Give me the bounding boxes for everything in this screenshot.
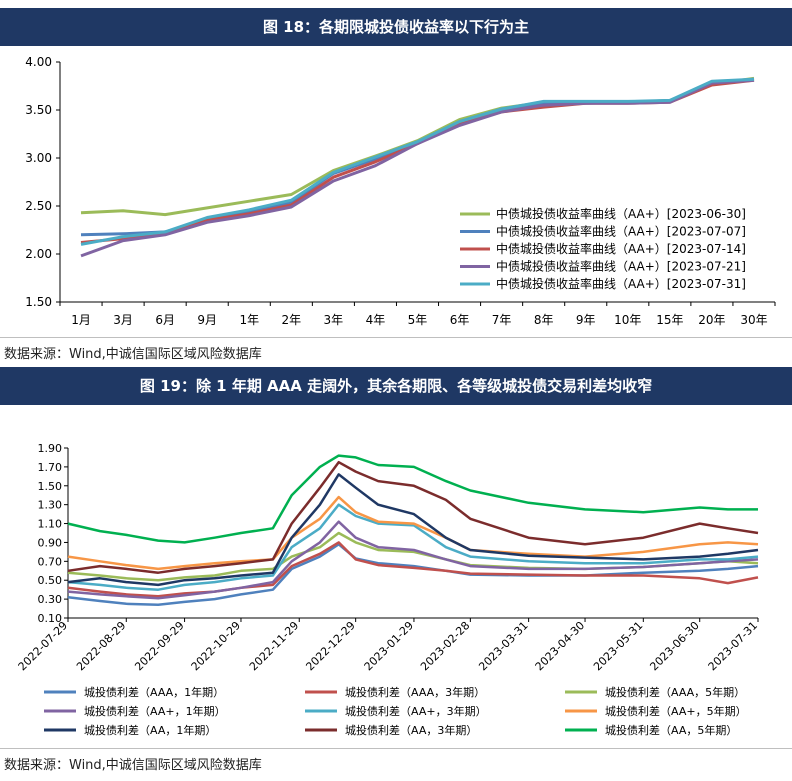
divider-top — [0, 337, 792, 338]
figure-18-title: 图 18：各期限城投债收益率以下行为主 — [0, 8, 792, 46]
x-tick-label: 2022-10-29 — [189, 619, 243, 673]
legend-label: 中债城投债收益率曲线（AA+）[2023-06-30] — [496, 206, 746, 221]
legend-label: 城投债利差（AAA，3年期） — [345, 685, 485, 699]
x-tick-label: 2022-11-29 — [247, 619, 301, 673]
y-tick-label: 2.00 — [25, 247, 52, 261]
x-tick-label: 2022-12-29 — [303, 619, 357, 673]
x-tick-label: 7年 — [492, 313, 512, 327]
x-tick-label: 1月 — [71, 313, 91, 327]
series-line — [67, 520, 759, 600]
series-line — [80, 76, 755, 217]
x-tick-label: 3年 — [324, 313, 344, 327]
x-tick-label: 2023-06-30 — [647, 619, 701, 673]
legend-label: 城投债利差（AA+，5年期） — [605, 704, 747, 718]
y-tick-label: 0.90 — [38, 536, 63, 549]
y-tick-label: 1.50 — [25, 295, 52, 309]
legend-label: 城投债利差（AA，5年期） — [605, 723, 737, 737]
legend-label: 城投债利差（AA，1年期） — [84, 723, 216, 737]
figure-19-title: 图 19：除 1 年期 AAA 走阔外，其余各期限、各等级城投债交易利差均收窄 — [0, 367, 792, 405]
x-tick-label: 6年 — [450, 313, 470, 327]
x-tick-label: 2023-05-31 — [591, 619, 645, 673]
y-tick-label: 2.50 — [25, 199, 52, 213]
x-tick-label: 2022-09-29 — [132, 619, 186, 673]
legend-label: 城投债利差（AA+，3年期） — [345, 704, 487, 718]
y-tick-label: 1.90 — [38, 442, 63, 455]
x-tick-label: 4年 — [366, 313, 386, 327]
x-tick-label: 2023-02-28 — [418, 619, 472, 673]
x-tick-label: 2022-07-29 — [16, 619, 70, 673]
x-tick-label: 2023-04-30 — [533, 619, 587, 673]
y-tick-label: 1.10 — [38, 518, 63, 531]
y-tick-label: 1.30 — [38, 499, 63, 512]
y-tick-label: 0.50 — [38, 574, 63, 587]
y-tick-label: 3.50 — [25, 103, 52, 117]
legend-label: 城投债利差（AAA，1年期） — [84, 685, 224, 699]
x-tick-label: 30年 — [740, 313, 767, 327]
legend-label: 中债城投债收益率曲线（AA+）[2023-07-07] — [496, 224, 746, 239]
x-tick-label: 2022-08-29 — [74, 619, 128, 673]
series-line — [67, 503, 759, 591]
legend-label: 中债城投债收益率曲线（AA+）[2023-07-14] — [496, 241, 746, 256]
yield-curve-chart: 1.50 2.00 2.50 3.00 3.50 4.00 1月 3月 6月 9月 1年 2年 3年 4年… — [25, 55, 776, 327]
x-tick-label: 15年 — [656, 313, 683, 327]
legend-label: 城投债利差（AAA，5年期） — [605, 685, 745, 699]
x-tick-label: 1年 — [239, 313, 259, 327]
y-tick-label: 1.70 — [38, 461, 63, 474]
legend-label: 城投债利差（AA，3年期） — [345, 723, 477, 737]
divider-bottom — [0, 748, 792, 749]
source-note-bottom: 数据来源：Wind,中诚信国际区域风险数据库 — [4, 758, 262, 773]
series-line — [67, 495, 759, 571]
y-tick-label: 0.30 — [38, 593, 63, 606]
y-tick-label: 4.00 — [25, 55, 52, 69]
spread-chart: 0.10 0.30 0.50 0.70 0.90 1.10 1.30 1.50 1.70 1.90… — [16, 442, 760, 737]
x-tick-label: 2023-07-31 — [706, 619, 760, 673]
series-line — [67, 454, 758, 544]
legend-label: 中债城投债收益率曲线（AA+）[2023-07-21] — [496, 259, 746, 274]
x-tick-label: 9月 — [197, 313, 217, 327]
x-tick-label: 8年 — [534, 313, 554, 327]
x-tick-label: 9年 — [576, 313, 596, 327]
x-tick-label: 2023-01-29 — [362, 619, 416, 673]
x-tick-label: 5年 — [408, 313, 428, 327]
series-line — [80, 77, 755, 246]
y-tick-label: 0.70 — [38, 555, 63, 568]
x-tick-label: 20年 — [698, 313, 725, 327]
source-note-top: 数据来源：Wind,中诚信国际区域风险数据库 — [4, 347, 262, 362]
y-tick-label: 0.10 — [38, 612, 63, 625]
x-tick-label: 10年 — [614, 313, 641, 327]
x-tick-label: 2023-03-31 — [476, 619, 530, 673]
series-line — [67, 541, 759, 598]
legend-label: 城投债利差（AA+，1年期） — [84, 704, 226, 718]
series-line — [67, 460, 759, 574]
x-tick-label: 6月 — [155, 313, 175, 327]
series-line — [67, 473, 759, 587]
legend-label: 中债城投债收益率曲线（AA+）[2023-07-31] — [496, 276, 746, 291]
x-tick-label: 2年 — [282, 313, 302, 327]
y-tick-label: 1.50 — [38, 480, 63, 493]
series-line — [80, 78, 755, 258]
x-tick-label: 3月 — [113, 313, 133, 327]
y-tick-label: 3.00 — [25, 151, 52, 165]
